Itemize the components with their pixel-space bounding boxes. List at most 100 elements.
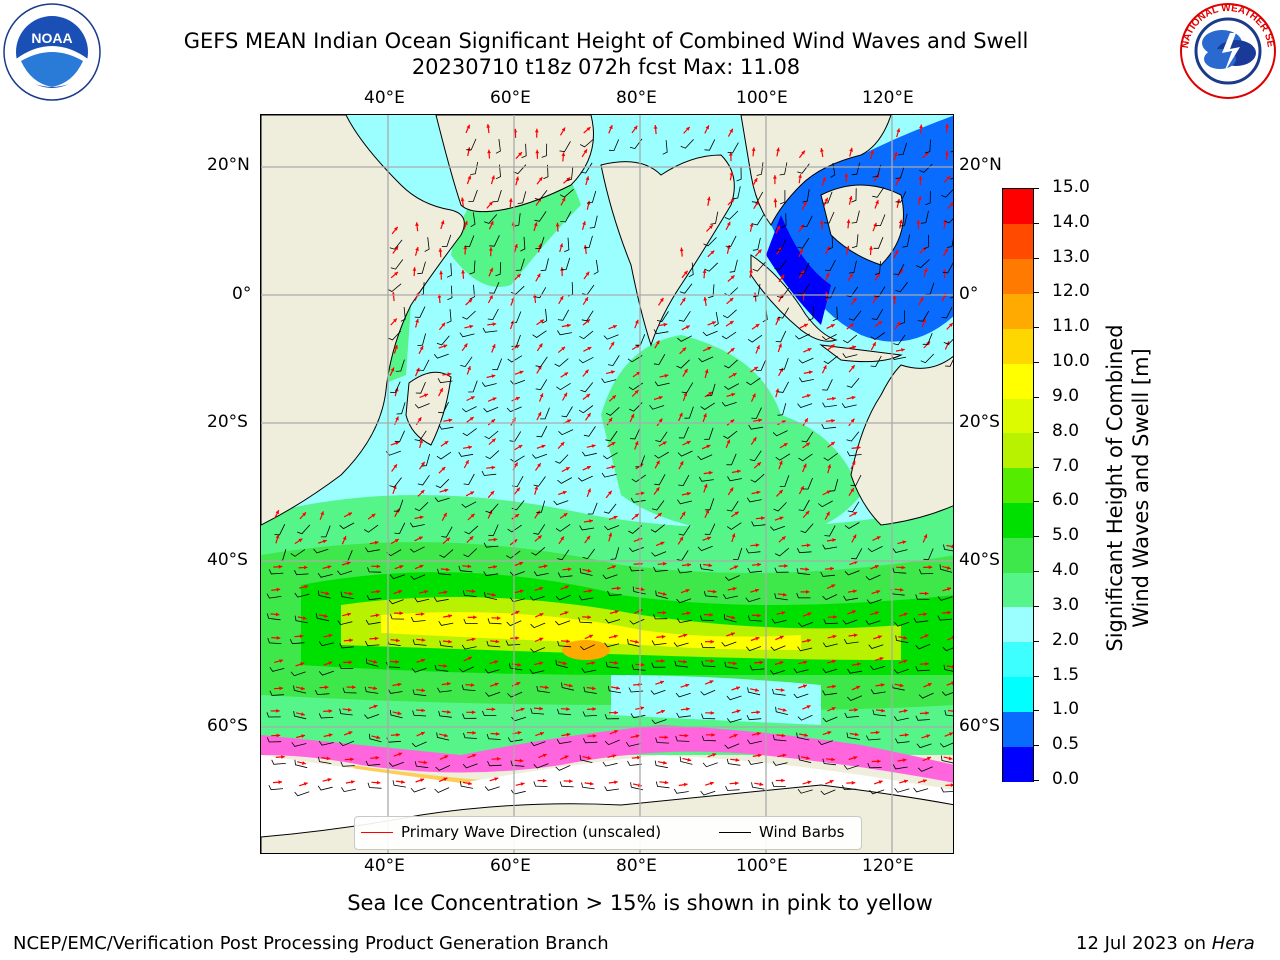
wave-arrow-head xyxy=(561,197,566,202)
wind-barb xyxy=(605,430,618,442)
wave-arrow-head xyxy=(946,565,951,570)
wave-arrow-head xyxy=(420,612,425,616)
colorbar-tick-mark xyxy=(1033,396,1039,398)
wave-arrow-head xyxy=(562,661,567,665)
wind-barb xyxy=(851,188,857,203)
wind-barb xyxy=(892,567,907,574)
wave-arrow-head xyxy=(496,756,501,761)
wind-barb xyxy=(607,590,622,596)
wind-barb xyxy=(697,545,713,552)
wave-arrow-head xyxy=(778,489,783,494)
wind-barb xyxy=(365,619,381,625)
wind-barb xyxy=(846,451,862,457)
colorbar-tick-mark xyxy=(1033,188,1039,189)
wave-arrow-head xyxy=(850,418,855,423)
wind-barb xyxy=(389,477,402,488)
wave-arrow-head xyxy=(687,757,692,762)
wind-barb xyxy=(560,211,572,223)
wind-barb xyxy=(436,451,452,460)
wave-arrow-head xyxy=(630,413,635,418)
wave-arrow-head xyxy=(635,344,640,349)
wave-arrow-head xyxy=(781,778,785,783)
wind-barb xyxy=(843,765,859,770)
wave-arrow-head xyxy=(567,419,572,423)
wave-arrow-head xyxy=(710,711,715,715)
wave-arrow-head xyxy=(275,534,280,539)
wave-arrow-head xyxy=(518,152,522,156)
wave-arrow-head xyxy=(825,272,830,277)
wave-arrow-head xyxy=(448,418,453,423)
wind-barb xyxy=(749,450,762,462)
wave-arrow-head xyxy=(614,610,619,614)
wind-barb xyxy=(530,647,546,653)
wave-arrow-head xyxy=(471,710,476,715)
wind-barb xyxy=(779,162,788,176)
wave-arrow-head xyxy=(758,418,762,423)
wave-arrow-head xyxy=(633,125,638,130)
wave-arrow-head xyxy=(398,590,403,594)
wind-barb xyxy=(583,426,596,437)
wave-arrow-head xyxy=(443,512,447,517)
wave-arrow-head xyxy=(827,464,832,469)
wave-arrow-head xyxy=(711,321,716,325)
wave-arrow-head xyxy=(612,565,616,569)
wind-barb xyxy=(631,474,647,483)
wind-barb xyxy=(561,406,573,418)
wave-arrow-head xyxy=(807,780,812,785)
wave-arrow-head xyxy=(948,756,953,761)
wave-arrow-head xyxy=(617,586,621,591)
wave-arrow-head xyxy=(653,125,658,129)
wind-barb xyxy=(710,211,719,225)
wind-barb xyxy=(507,737,523,743)
wind-barb xyxy=(409,522,425,528)
wind-barb xyxy=(434,664,449,672)
wind-barb xyxy=(822,716,838,723)
wave-arrow-head xyxy=(685,325,690,329)
wave-arrow-head xyxy=(851,780,856,785)
wind-barb xyxy=(796,568,811,575)
wind-barb xyxy=(437,687,452,693)
wind-barb xyxy=(297,524,311,535)
wave-arrow-head xyxy=(491,344,496,349)
wave-arrow-head xyxy=(589,781,594,786)
noaa-logo-text: NOAA xyxy=(31,30,72,46)
wave-arrow-head xyxy=(420,490,425,494)
wind-barb xyxy=(486,733,501,740)
wave-arrow-head xyxy=(586,127,591,131)
wind-barb xyxy=(584,235,593,249)
wind-barb xyxy=(847,668,862,674)
wave-arrow-head xyxy=(468,445,472,450)
wave-arrow-head xyxy=(520,782,525,786)
wind-barb xyxy=(515,258,525,271)
wave-arrow-head xyxy=(923,612,928,617)
wave-arrow-head xyxy=(491,419,496,423)
wind-barb xyxy=(821,334,837,341)
wave-arrow-head xyxy=(342,536,347,541)
wave-arrow-head xyxy=(466,124,470,129)
wave-arrow-head xyxy=(488,201,493,206)
wind-barb xyxy=(817,740,833,746)
wave-arrow-head xyxy=(857,662,861,667)
wave-arrow-head xyxy=(560,442,565,446)
wind-barb xyxy=(439,549,454,558)
wind-barb xyxy=(414,761,429,769)
wind-barb xyxy=(915,715,930,721)
wind-barb xyxy=(437,568,451,576)
wave-arrow-head xyxy=(782,592,787,597)
wave-arrow-head xyxy=(851,365,855,369)
wave-arrow-head xyxy=(495,639,500,644)
wind-barb xyxy=(747,739,762,745)
wind-barb xyxy=(469,260,476,275)
wave-arrow-head xyxy=(613,515,618,520)
wind-barb xyxy=(578,356,594,364)
wave-arrow-head xyxy=(490,221,494,226)
wave-arrow-head xyxy=(922,318,927,323)
wind-barb xyxy=(797,403,813,408)
wind-barb xyxy=(706,383,716,397)
wind-barb xyxy=(797,714,813,721)
wind-barb xyxy=(387,330,401,341)
wave-arrow-head xyxy=(684,368,688,373)
wind-barb xyxy=(773,502,787,512)
wind-barb xyxy=(653,566,668,572)
wind-barb xyxy=(684,406,694,419)
